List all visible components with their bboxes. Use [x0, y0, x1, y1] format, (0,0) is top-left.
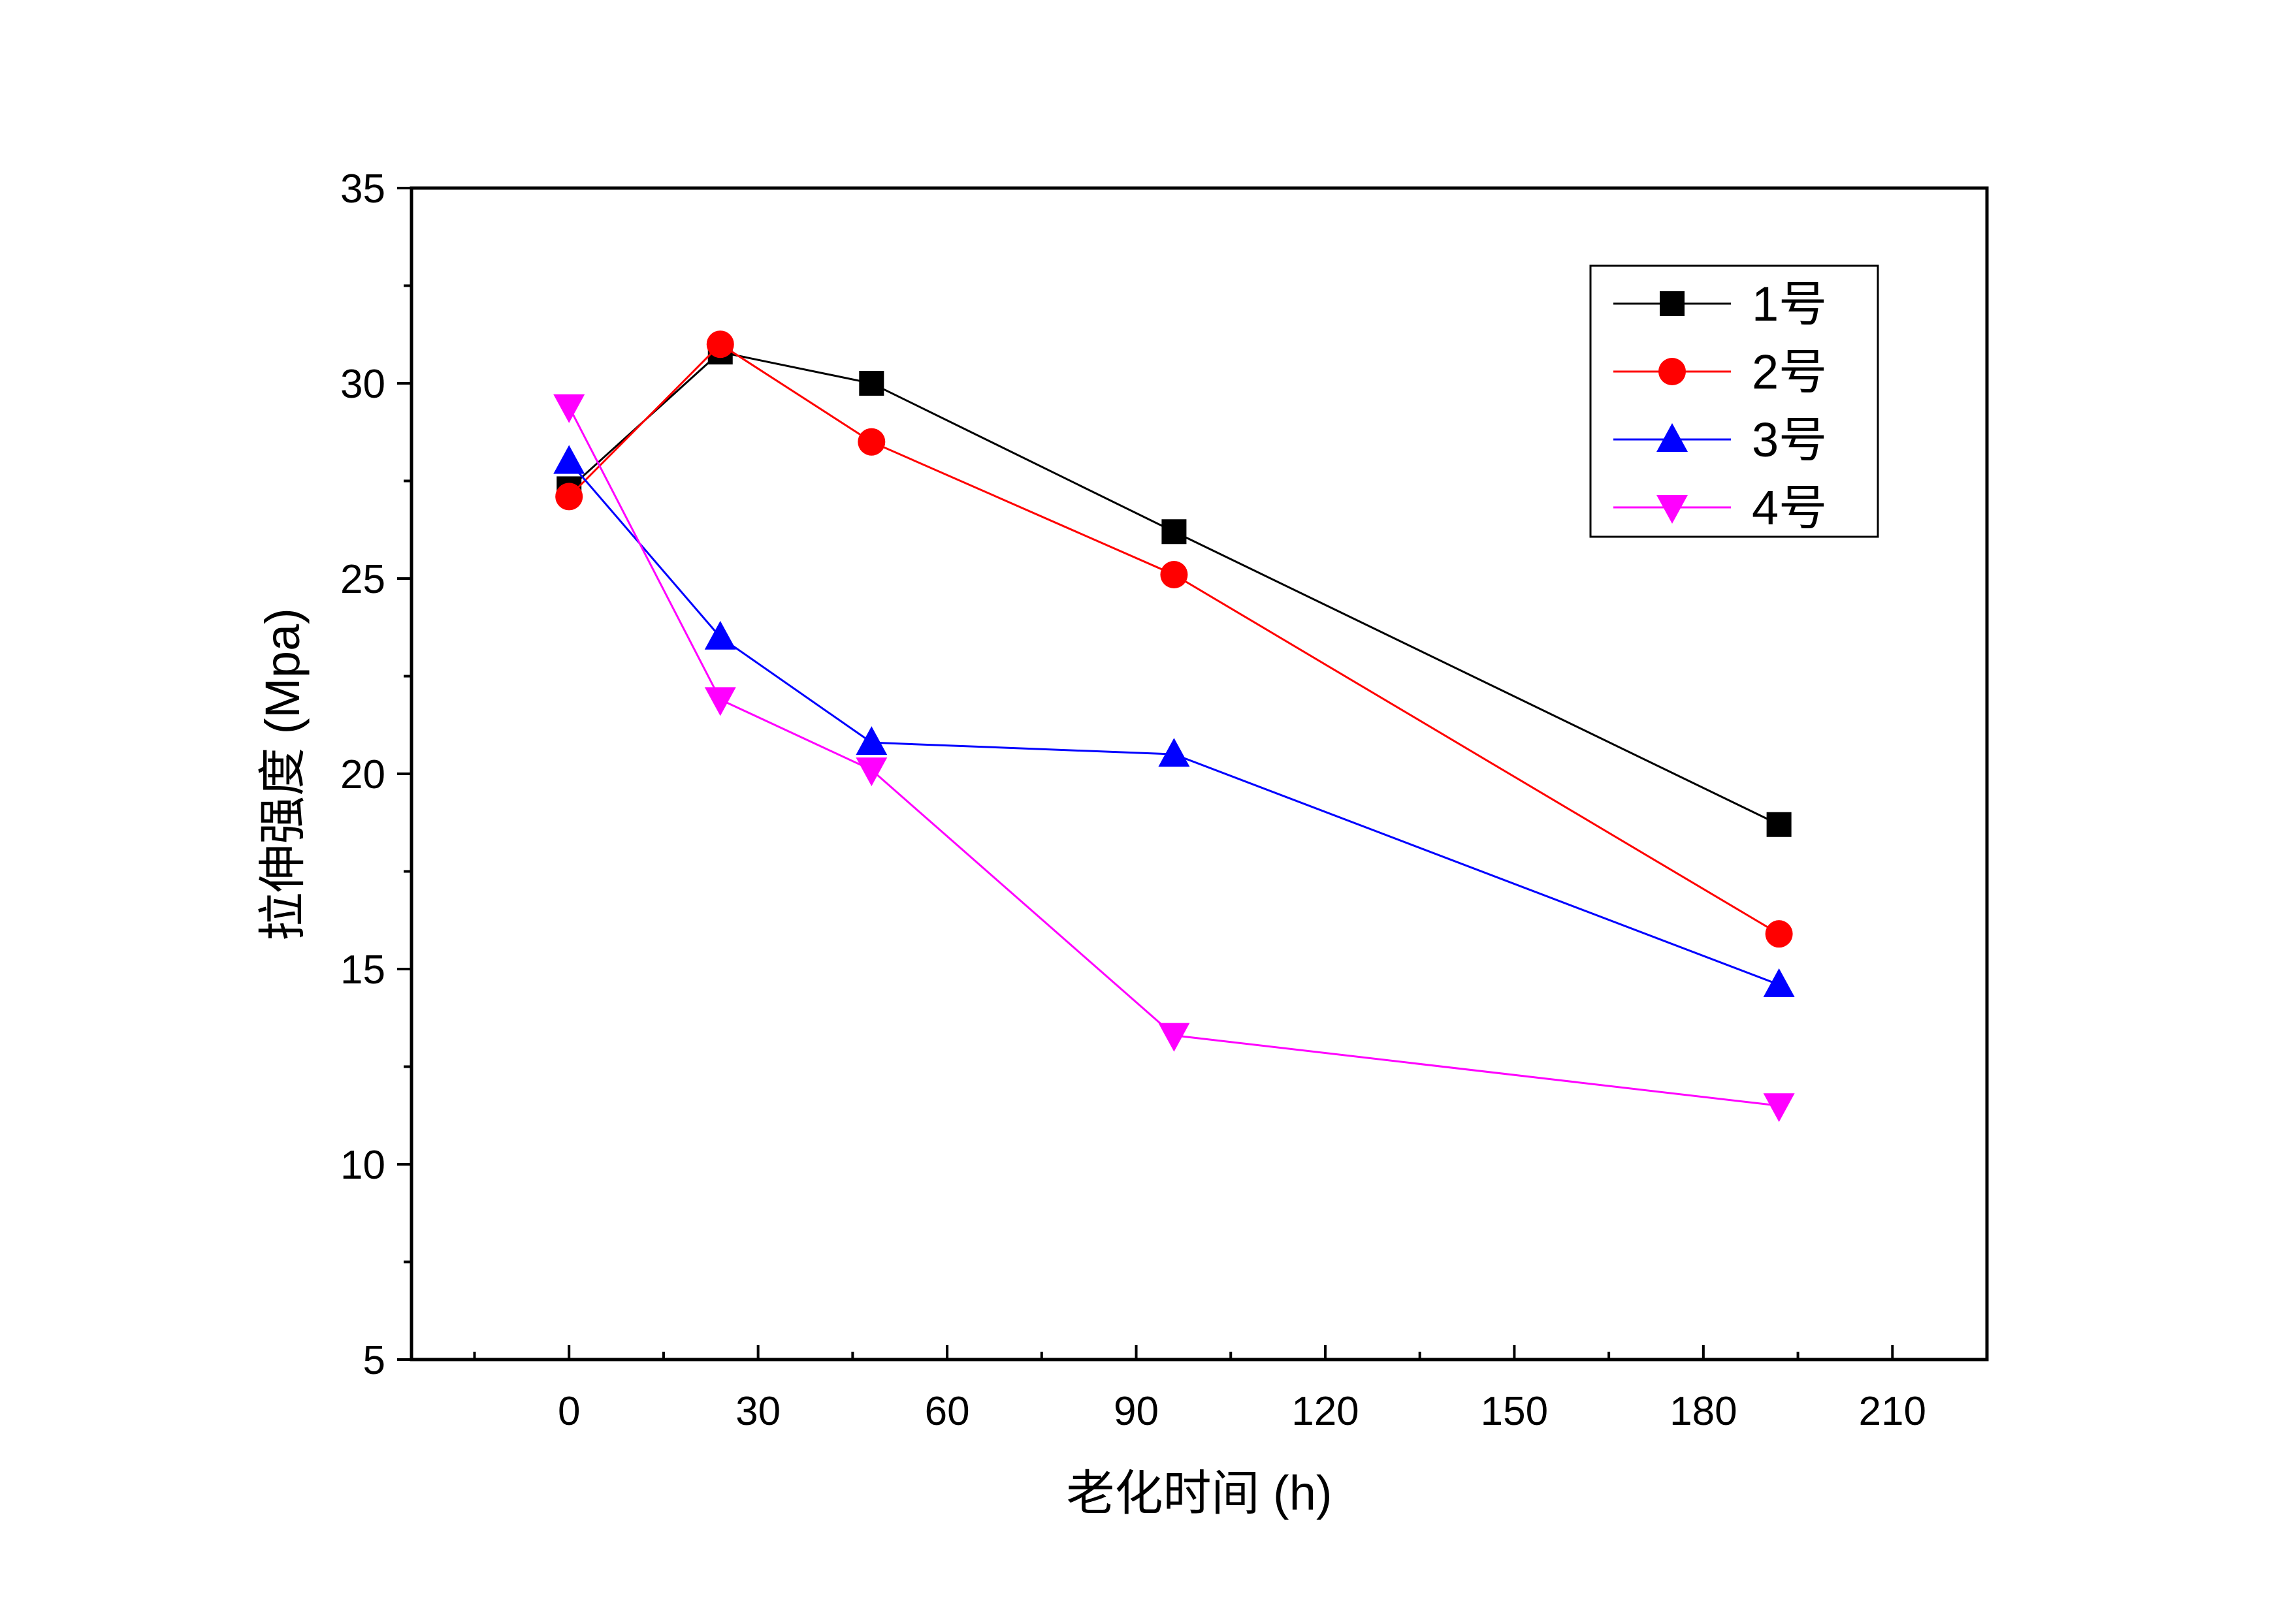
legend-label: 2号	[1752, 345, 1827, 399]
x-tick-label: 0	[558, 1389, 580, 1434]
y-tick-label: 15	[340, 947, 385, 993]
axis-ticks: 5 10 15 20 25 30 35 0 30 60 90 120 150 180 210	[340, 167, 1926, 1434]
data-point	[553, 445, 585, 474]
legend: 1号 2号 3号 4号	[1589, 264, 1879, 538]
legend-label: 1号	[1752, 277, 1827, 331]
data-point	[1158, 1023, 1190, 1052]
y-tick-label: 25	[340, 557, 385, 602]
x-tick-label: 210	[1859, 1389, 1926, 1434]
y-axis-title: 拉伸强度 (Mpa)	[255, 608, 310, 941]
data-point	[858, 428, 886, 456]
legend-entry: 2号	[1613, 345, 1827, 399]
legend-marker	[1658, 358, 1686, 385]
data-point	[859, 371, 884, 396]
data-point	[1763, 968, 1795, 997]
x-tick-label: 60	[925, 1389, 970, 1434]
x-tick-label: 90	[1114, 1389, 1159, 1434]
data-point	[704, 620, 736, 650]
legend-marker	[1656, 423, 1688, 452]
data-point	[856, 757, 888, 787]
legend-entry: 1号	[1613, 277, 1827, 331]
data-point	[1766, 812, 1792, 837]
data-point	[1160, 561, 1188, 589]
y-tick-label: 10	[340, 1143, 385, 1188]
data-point	[704, 687, 736, 716]
series-4	[553, 394, 1795, 1122]
y-tick-label: 20	[340, 752, 385, 797]
data-point	[1161, 519, 1187, 545]
data-point	[706, 330, 734, 358]
series-2	[555, 330, 1793, 948]
legend-marker	[1656, 495, 1688, 524]
data-point	[553, 394, 585, 423]
legend-entry: 4号	[1613, 481, 1827, 535]
legend-marker	[1660, 291, 1685, 316]
y-tick-label: 30	[340, 362, 385, 407]
data-point	[1158, 738, 1190, 767]
data-point	[856, 726, 888, 756]
x-axis-title: 老化时间 (h)	[1067, 1466, 1332, 1520]
x-tick-label: 30	[735, 1389, 781, 1434]
y-tick-label: 35	[340, 167, 385, 212]
data-point	[1763, 1093, 1795, 1122]
legend-box	[1589, 264, 1879, 538]
y-tick-label: 5	[363, 1338, 385, 1383]
series-3	[553, 445, 1795, 997]
series-layer	[553, 330, 1795, 1122]
legend-entry: 3号	[1613, 413, 1827, 467]
data-point	[1765, 920, 1793, 948]
legend-label: 3号	[1752, 413, 1827, 467]
x-tick-label: 120	[1291, 1389, 1359, 1434]
data-point	[555, 483, 583, 511]
legend-label: 4号	[1752, 481, 1827, 535]
x-tick-label: 180	[1670, 1389, 1737, 1434]
x-tick-label: 150	[1481, 1389, 1548, 1434]
